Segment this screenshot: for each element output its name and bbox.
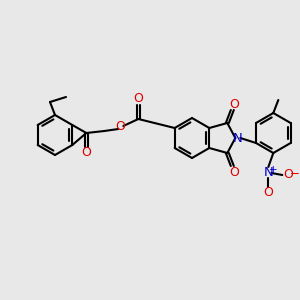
Text: O: O: [230, 166, 239, 178]
Text: O: O: [134, 92, 143, 104]
Text: O: O: [116, 121, 125, 134]
Text: O: O: [263, 187, 273, 200]
Text: −: −: [290, 167, 299, 179]
Text: N: N: [232, 131, 242, 145]
Text: O: O: [230, 98, 239, 110]
Text: +: +: [269, 165, 278, 175]
Text: O: O: [284, 169, 293, 182]
Text: N: N: [263, 167, 273, 179]
Text: O: O: [81, 146, 91, 160]
